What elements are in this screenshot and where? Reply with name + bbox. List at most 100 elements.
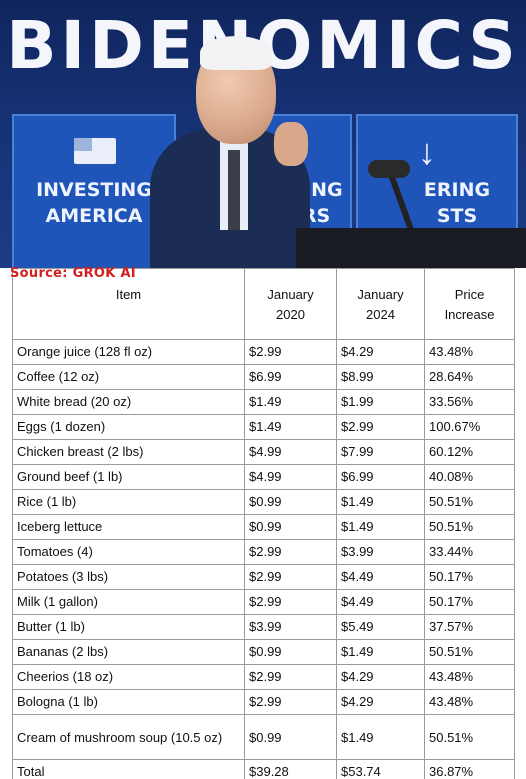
increase-cell: 50.51% <box>424 639 515 665</box>
jan-2020-cell: $4.99 <box>244 464 337 490</box>
table-row: Tomatoes (4) $2.99 $3.99 33.44% <box>12 539 515 565</box>
jan-2020-cell: $0.99 <box>244 714 337 760</box>
jan-2024-cell: $1.49 <box>336 514 425 540</box>
item-cell: Rice (1 lb) <box>12 489 245 515</box>
jan-2020-cell: $0.99 <box>244 489 337 515</box>
jan-2020-cell: $4.99 <box>244 439 337 465</box>
podium <box>296 228 526 268</box>
item-cell: Bananas (2 lbs) <box>12 639 245 665</box>
increase-cell: 50.17% <box>424 589 515 615</box>
jan-2020-cell: $2.99 <box>244 564 337 590</box>
jan-2024-cell: $1.49 <box>336 639 425 665</box>
item-cell: Chicken breast (2 lbs) <box>12 439 245 465</box>
header-price-increase: Price Increase <box>424 268 515 340</box>
table-row: Total $39.28 $53.74 36.87% <box>12 759 515 779</box>
jan-2024-cell: $4.49 <box>336 564 425 590</box>
increase-cell: 36.87% <box>424 759 515 779</box>
item-cell: Tomatoes (4) <box>12 539 245 565</box>
jan-2020-cell: $39.28 <box>244 759 337 779</box>
left-panel-line-2: AMERICA <box>45 205 143 227</box>
increase-cell: 43.48% <box>424 664 515 690</box>
jan-2024-cell: $1.49 <box>336 714 425 760</box>
jan-2024-cell: $4.29 <box>336 689 425 715</box>
increase-cell: 50.51% <box>424 714 515 760</box>
item-cell: Potatoes (3 lbs) <box>12 564 245 590</box>
table-row: Coffee (12 oz) $6.99 $8.99 28.64% <box>12 364 515 390</box>
header-jan-2024: January 2024 <box>336 268 425 340</box>
investing-america-panel: INVESTING AMERICA <box>12 114 176 268</box>
table-row: Orange juice (128 fl oz) $2.99 $4.29 43.48% <box>12 339 515 365</box>
item-cell: Orange juice (128 fl oz) <box>12 339 245 365</box>
header-jan-2020: January 2020 <box>244 268 337 340</box>
table-row: Milk (1 gallon) $2.99 $4.49 50.17% <box>12 589 515 615</box>
jan-2020-cell: $2.99 <box>244 689 337 715</box>
item-cell: White bread (20 oz) <box>12 389 245 415</box>
jan-2020-cell: $2.99 <box>244 339 337 365</box>
microphone-icon <box>368 160 410 178</box>
increase-cell: 33.56% <box>424 389 515 415</box>
increase-cell: 28.64% <box>424 364 515 390</box>
jan-2024-cell: $4.29 <box>336 664 425 690</box>
table-row: Cheerios (18 oz) $2.99 $4.29 43.48% <box>12 664 515 690</box>
jan-2020-cell: $0.99 <box>244 514 337 540</box>
jan-2020-cell: $2.99 <box>244 589 337 615</box>
table-row: Bologna (1 lb) $2.99 $4.29 43.48% <box>12 689 515 715</box>
jan-2024-cell: $2.99 <box>336 414 425 440</box>
table-row: Potatoes (3 lbs) $2.99 $4.49 50.17% <box>12 564 515 590</box>
jan-2020-cell: $2.99 <box>244 539 337 565</box>
item-cell: Eggs (1 dozen) <box>12 414 245 440</box>
jan-2024-cell: $1.99 <box>336 389 425 415</box>
increase-cell: 33.44% <box>424 539 515 565</box>
table-row: Iceberg lettuce $0.99 $1.49 50.51% <box>12 514 515 540</box>
speaker-hair <box>200 36 272 70</box>
price-table: Item January 2020 January 2024 Price Increa… <box>12 268 515 779</box>
table-row: Ground beef (1 lb) $4.99 $6.99 40.08% <box>12 464 515 490</box>
increase-cell: 37.57% <box>424 614 515 640</box>
increase-cell: 50.51% <box>424 514 515 540</box>
speaker-tie <box>228 150 240 230</box>
table-row: Bananas (2 lbs) $0.99 $1.49 50.51% <box>12 639 515 665</box>
table-row: Rice (1 lb) $0.99 $1.49 50.51% <box>12 489 515 515</box>
table-row: Eggs (1 dozen) $1.49 $2.99 100.67% <box>12 414 515 440</box>
item-cell: Bologna (1 lb) <box>12 689 245 715</box>
table-body: Orange juice (128 fl oz) $2.99 $4.29 43.48%… <box>12 339 515 779</box>
flag-icon <box>74 138 116 164</box>
increase-cell: 43.48% <box>424 689 515 715</box>
jan-2024-cell: $7.99 <box>336 439 425 465</box>
item-cell: Total <box>12 759 245 779</box>
jan-2024-cell: $3.99 <box>336 539 425 565</box>
source-label: Source: GROK AI <box>10 266 136 281</box>
item-cell: Milk (1 gallon) <box>12 589 245 615</box>
table-row: Chicken breast (2 lbs) $4.99 $7.99 60.12% <box>12 439 515 465</box>
increase-cell: 40.08% <box>424 464 515 490</box>
speaker-hand <box>274 122 308 166</box>
jan-2024-cell: $5.49 <box>336 614 425 640</box>
jan-2020-cell: $1.49 <box>244 389 337 415</box>
jan-2024-cell: $4.49 <box>336 589 425 615</box>
jan-2024-cell: $6.99 <box>336 464 425 490</box>
item-cell: Cheerios (18 oz) <box>12 664 245 690</box>
jan-2024-cell: $4.29 <box>336 339 425 365</box>
jan-2020-cell: $3.99 <box>244 614 337 640</box>
table-header-row: Item January 2020 January 2024 Price Increa… <box>12 268 515 340</box>
banner-photo: BIDENOMICS INVESTING AMERICA RING RS ↓ E… <box>0 0 526 268</box>
right-panel-line-1: ERING <box>423 179 491 201</box>
increase-cell: 50.51% <box>424 489 515 515</box>
item-cell: Coffee (12 oz) <box>12 364 245 390</box>
jan-2020-cell: $1.49 <box>244 414 337 440</box>
increase-cell: 60.12% <box>424 439 515 465</box>
table-row: Cream of mushroom soup (10.5 oz) $0.99 $1.… <box>12 714 515 760</box>
jan-2024-cell: $1.49 <box>336 489 425 515</box>
jan-2020-cell: $6.99 <box>244 364 337 390</box>
jan-2020-cell: $0.99 <box>244 639 337 665</box>
jan-2020-cell: $2.99 <box>244 664 337 690</box>
jan-2024-cell: $8.99 <box>336 364 425 390</box>
item-cell: Iceberg lettuce <box>12 514 245 540</box>
table-row: Butter (1 lb) $3.99 $5.49 37.57% <box>12 614 515 640</box>
jan-2024-cell: $53.74 <box>336 759 425 779</box>
increase-cell: 100.67% <box>424 414 515 440</box>
right-panel-line-2: STS <box>436 205 478 227</box>
item-cell: Butter (1 lb) <box>12 614 245 640</box>
table-row: White bread (20 oz) $1.49 $1.99 33.56% <box>12 389 515 415</box>
